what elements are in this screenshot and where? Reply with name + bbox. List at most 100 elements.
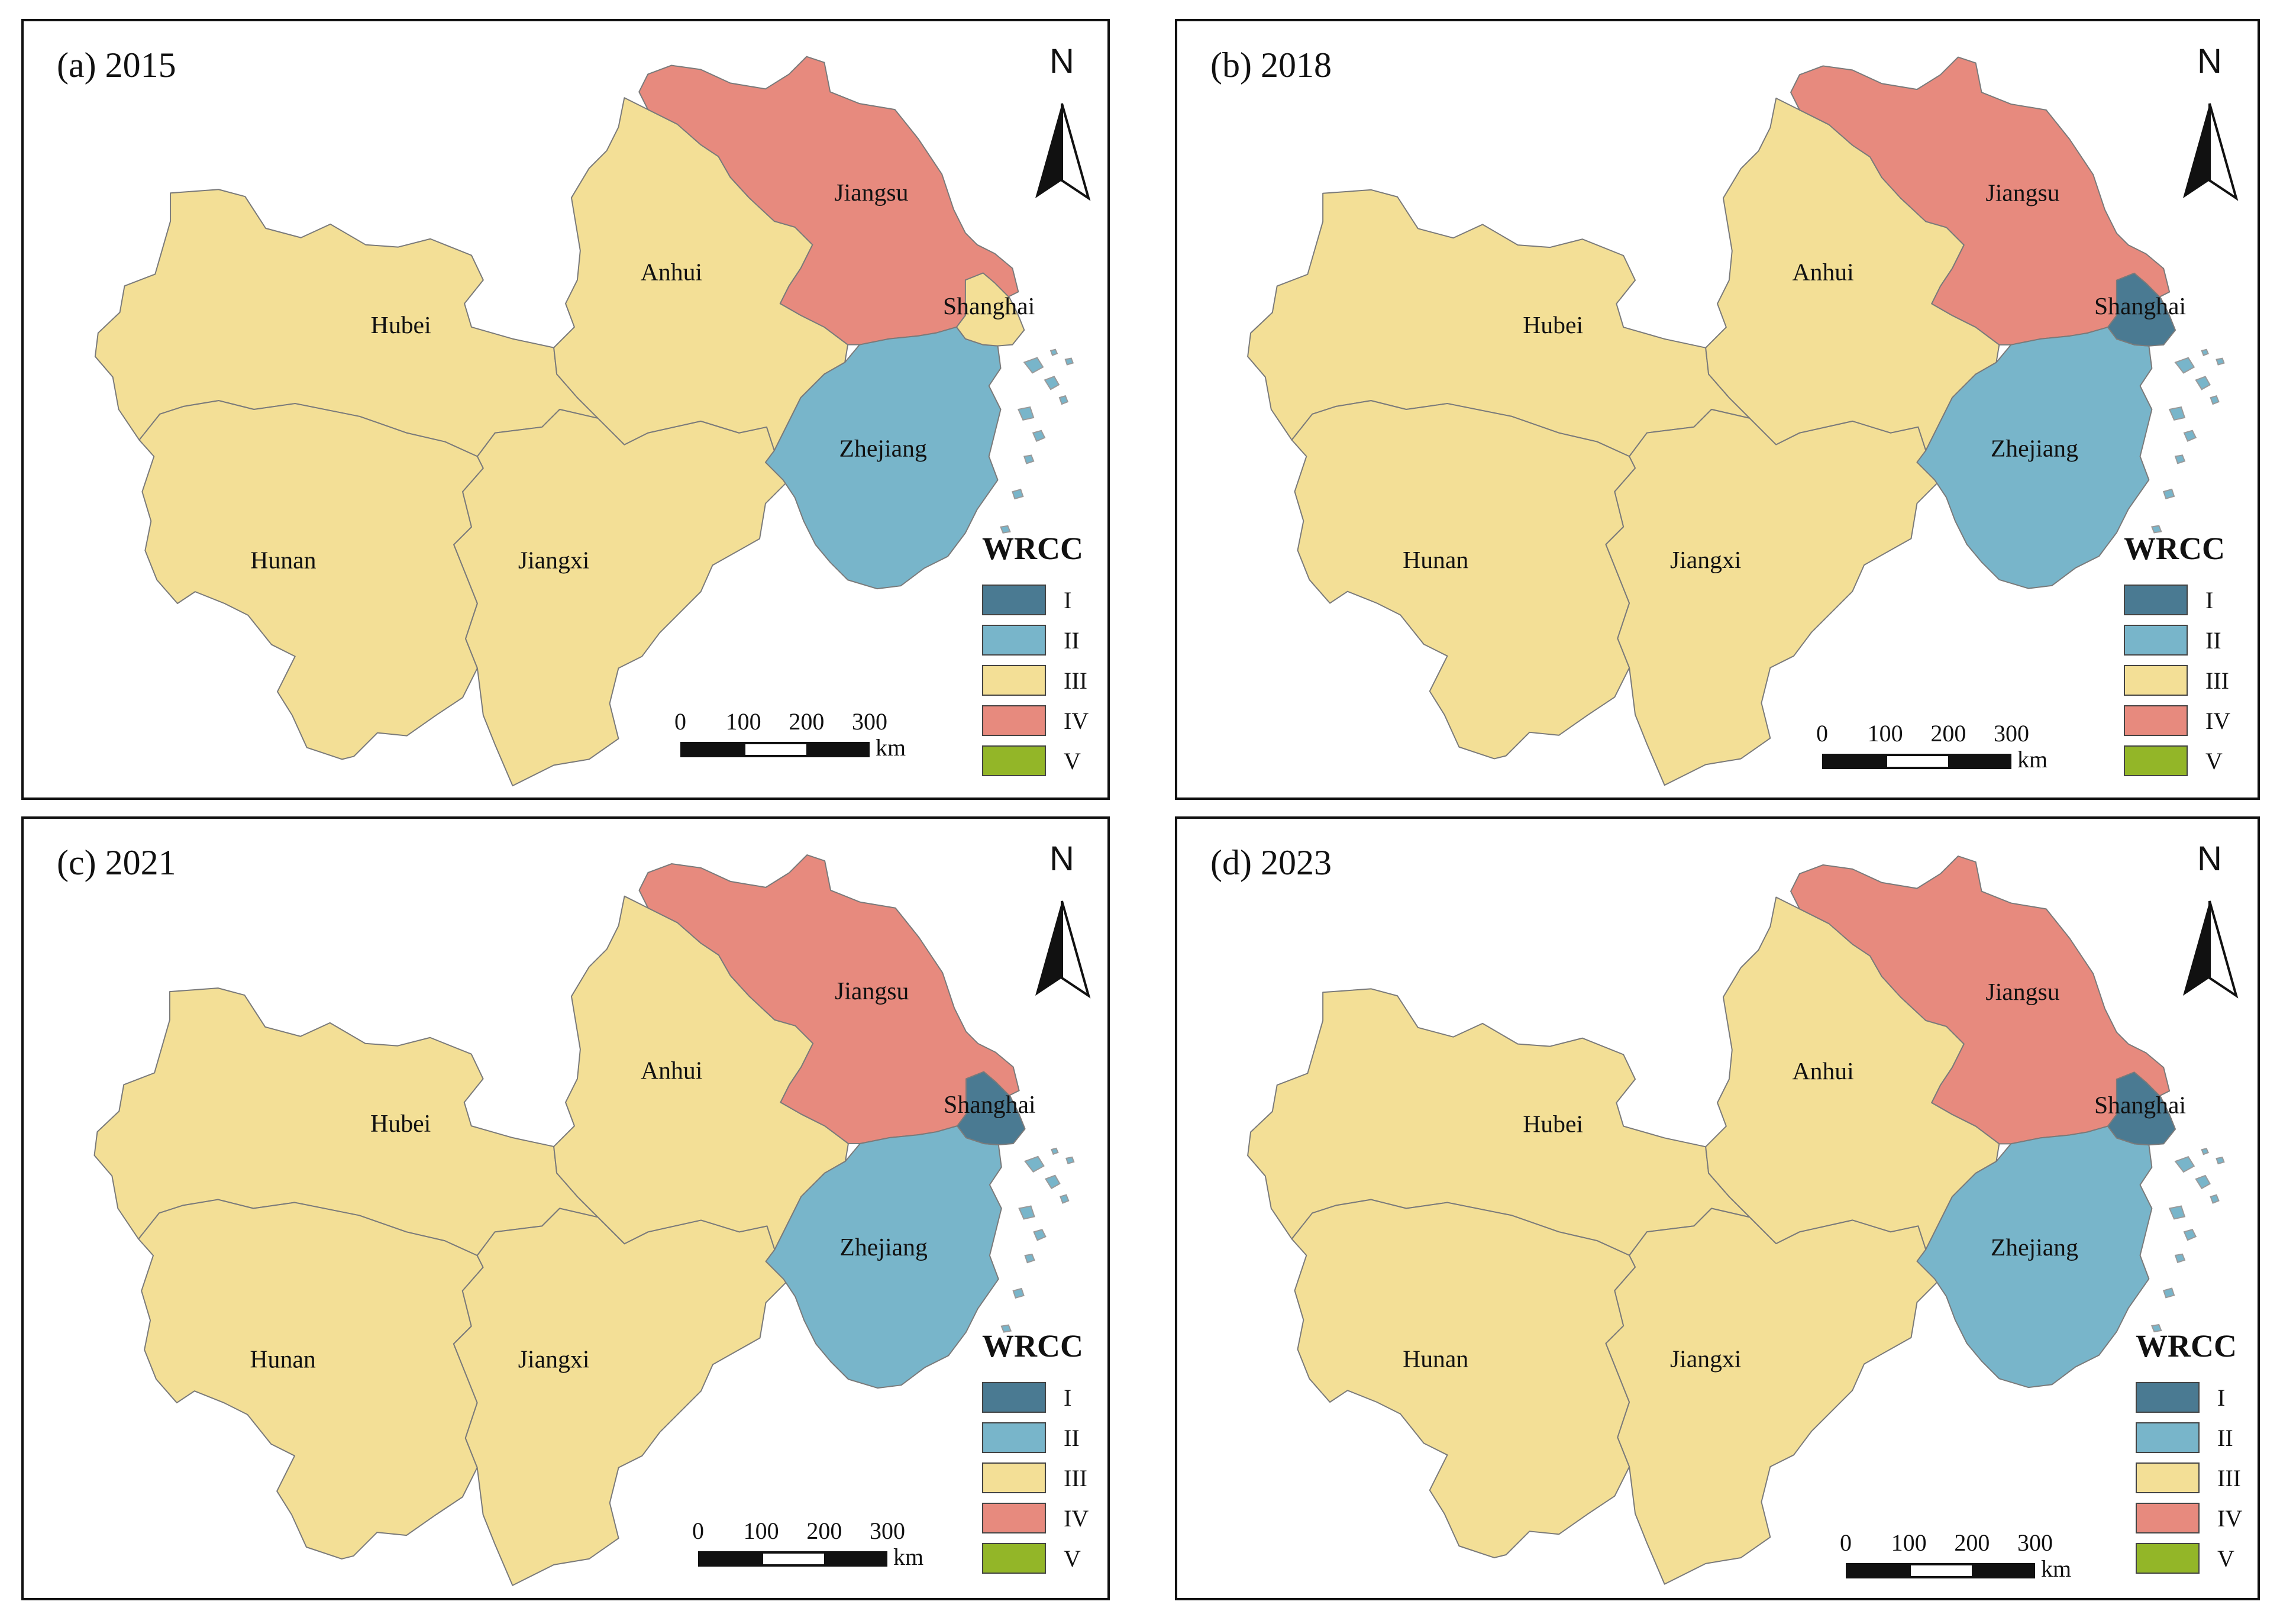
label-zhejiang: Zhejiang bbox=[1991, 1234, 2078, 1261]
island-2 bbox=[1017, 406, 1035, 421]
island-4 bbox=[1060, 1194, 1070, 1204]
label-jiangxi: Jiangxi bbox=[518, 547, 590, 574]
island-0 bbox=[1023, 1155, 1045, 1173]
scale-bar-segment bbox=[1848, 1565, 1911, 1576]
label-shanghai: Shanghai bbox=[943, 293, 1035, 320]
legend-swatch bbox=[982, 1543, 1046, 1574]
north-letter: N bbox=[1049, 840, 1074, 878]
scale-bar-graphic bbox=[680, 742, 870, 757]
legend-title: WRCC bbox=[2136, 1328, 2237, 1364]
scale-bar: 0 100 200 300 km bbox=[1840, 1529, 2094, 1594]
north-arrow-icon bbox=[1035, 103, 1091, 201]
island-4 bbox=[2210, 395, 2220, 405]
legend-item: V bbox=[2124, 741, 2254, 781]
legend-swatch bbox=[2124, 745, 2188, 776]
north-arrow: N bbox=[2177, 839, 2242, 999]
island-7 bbox=[1000, 1324, 1012, 1333]
scale-tick-label: 200 bbox=[789, 708, 825, 735]
north-arrow-icon bbox=[2183, 900, 2239, 999]
legend-swatch bbox=[982, 625, 1046, 656]
island-2 bbox=[1018, 1205, 1035, 1220]
legend-item: IV bbox=[982, 1498, 1112, 1538]
legend-label: I bbox=[2205, 586, 2214, 614]
north-arrow-icon bbox=[1035, 900, 1091, 999]
province-hunan bbox=[1291, 1199, 1636, 1558]
label-shanghai: Shanghai bbox=[2094, 293, 2186, 320]
legend-label: IV bbox=[1064, 707, 1089, 734]
scale-tick-label: 0 bbox=[674, 708, 686, 735]
label-hunan: Hunan bbox=[1403, 1345, 1468, 1373]
label-hubei: Hubei bbox=[1523, 312, 1583, 339]
map-panel-2023: Hubei Hunan Jiangxi Anhui Jiangsu Zhejiang Sha… bbox=[1175, 816, 2260, 1600]
scale-bar-graphic bbox=[1822, 754, 2011, 769]
scale-unit: km bbox=[2017, 746, 2048, 773]
north-letter: N bbox=[1049, 42, 1074, 80]
north-arrow-left-half bbox=[1035, 104, 1062, 198]
legend-title: WRCC bbox=[982, 531, 1083, 566]
north-arrow-left-half bbox=[1035, 901, 1062, 996]
legend-label: V bbox=[1064, 1545, 1081, 1572]
island-4 bbox=[1058, 395, 1069, 405]
legend-label: II bbox=[2217, 1424, 2233, 1451]
scale-tick-label: 0 bbox=[1816, 720, 1828, 747]
label-jiangsu: Jiangsu bbox=[1986, 979, 2060, 1006]
legend-label: III bbox=[2205, 667, 2229, 694]
scale-bar-segment bbox=[806, 744, 867, 755]
panel-title: (c) 2021 bbox=[57, 843, 176, 882]
island-6 bbox=[2162, 1287, 2175, 1299]
label-jiangxi: Jiangxi bbox=[1670, 1345, 1741, 1373]
scale-tick-label: 100 bbox=[1891, 1529, 1927, 1556]
island-2 bbox=[2168, 406, 2186, 421]
scale-bar: 0 100 200 300 km bbox=[674, 708, 929, 773]
scale-tick-label: 100 bbox=[725, 708, 761, 735]
island-3 bbox=[1033, 1229, 1047, 1241]
scale-bar-graphic bbox=[698, 1551, 887, 1567]
legend-swatch bbox=[982, 1422, 1046, 1453]
north-arrow-left-half bbox=[2183, 104, 2210, 198]
label-jiangsu: Jiangsu bbox=[834, 179, 908, 206]
north-arrow: N bbox=[1029, 41, 1094, 201]
island-9 bbox=[1051, 1147, 1059, 1155]
label-hubei: Hubei bbox=[371, 312, 431, 339]
scale-bar-segment bbox=[1972, 1565, 2033, 1576]
scale-bar-segment bbox=[824, 1554, 885, 1564]
map-canvas: Hubei Hunan Jiangxi Anhui Jiangsu Zhejiang Sha… bbox=[93, 854, 1075, 1586]
scale-tick-label: 0 bbox=[1840, 1529, 1852, 1556]
island-9 bbox=[1049, 348, 1058, 356]
map-canvas: Hubei Hunan Jiangxi Anhui Jiangsu Zhejiang Sha… bbox=[94, 56, 1074, 787]
legend-swatch bbox=[982, 1503, 1046, 1533]
legend-label: IV bbox=[2205, 707, 2231, 734]
label-zhejiang: Zhejiang bbox=[1991, 435, 2078, 462]
label-jiangsu: Jiangsu bbox=[1986, 180, 2060, 207]
scale-unit: km bbox=[2041, 1555, 2072, 1582]
label-anhui: Anhui bbox=[641, 259, 702, 286]
province-jiangxi bbox=[1605, 1207, 1942, 1585]
scale-tick-label: 300 bbox=[2017, 1529, 2053, 1556]
province-hunan bbox=[1291, 400, 1636, 760]
map-canvas: Hubei Hunan Jiangxi Anhui Jiangsu Zhejiang Sha… bbox=[1247, 855, 2225, 1585]
label-hunan: Hunan bbox=[250, 547, 316, 574]
scale-bar-segment bbox=[1948, 756, 2009, 767]
legend-swatch bbox=[2136, 1462, 2200, 1493]
legend-item: IV bbox=[982, 700, 1112, 741]
island-9 bbox=[2201, 348, 2209, 356]
label-jiangxi: Jiangxi bbox=[518, 1346, 590, 1373]
legend-title: WRCC bbox=[982, 1328, 1083, 1364]
province-hunan bbox=[138, 400, 484, 760]
island-4 bbox=[2210, 1194, 2220, 1204]
island-7 bbox=[2150, 1323, 2162, 1333]
legend-item: III bbox=[982, 660, 1112, 700]
legend-label: II bbox=[2205, 627, 2221, 654]
legend-item: II bbox=[2136, 1418, 2266, 1458]
legend-swatch bbox=[982, 745, 1046, 776]
legend-label: IV bbox=[2217, 1504, 2243, 1532]
scale-tick-label: 300 bbox=[852, 708, 887, 735]
province-shanghai bbox=[2107, 1071, 2176, 1146]
scale-bar: 0 100 200 300 km bbox=[692, 1517, 947, 1582]
label-jiangsu: Jiangsu bbox=[835, 978, 909, 1005]
legend-label: I bbox=[2217, 1384, 2226, 1411]
island-5 bbox=[2174, 1253, 2186, 1264]
legend-item: IV bbox=[2136, 1498, 2266, 1538]
scale-unit: km bbox=[893, 1544, 924, 1570]
legend-item: I bbox=[2136, 1377, 2266, 1418]
